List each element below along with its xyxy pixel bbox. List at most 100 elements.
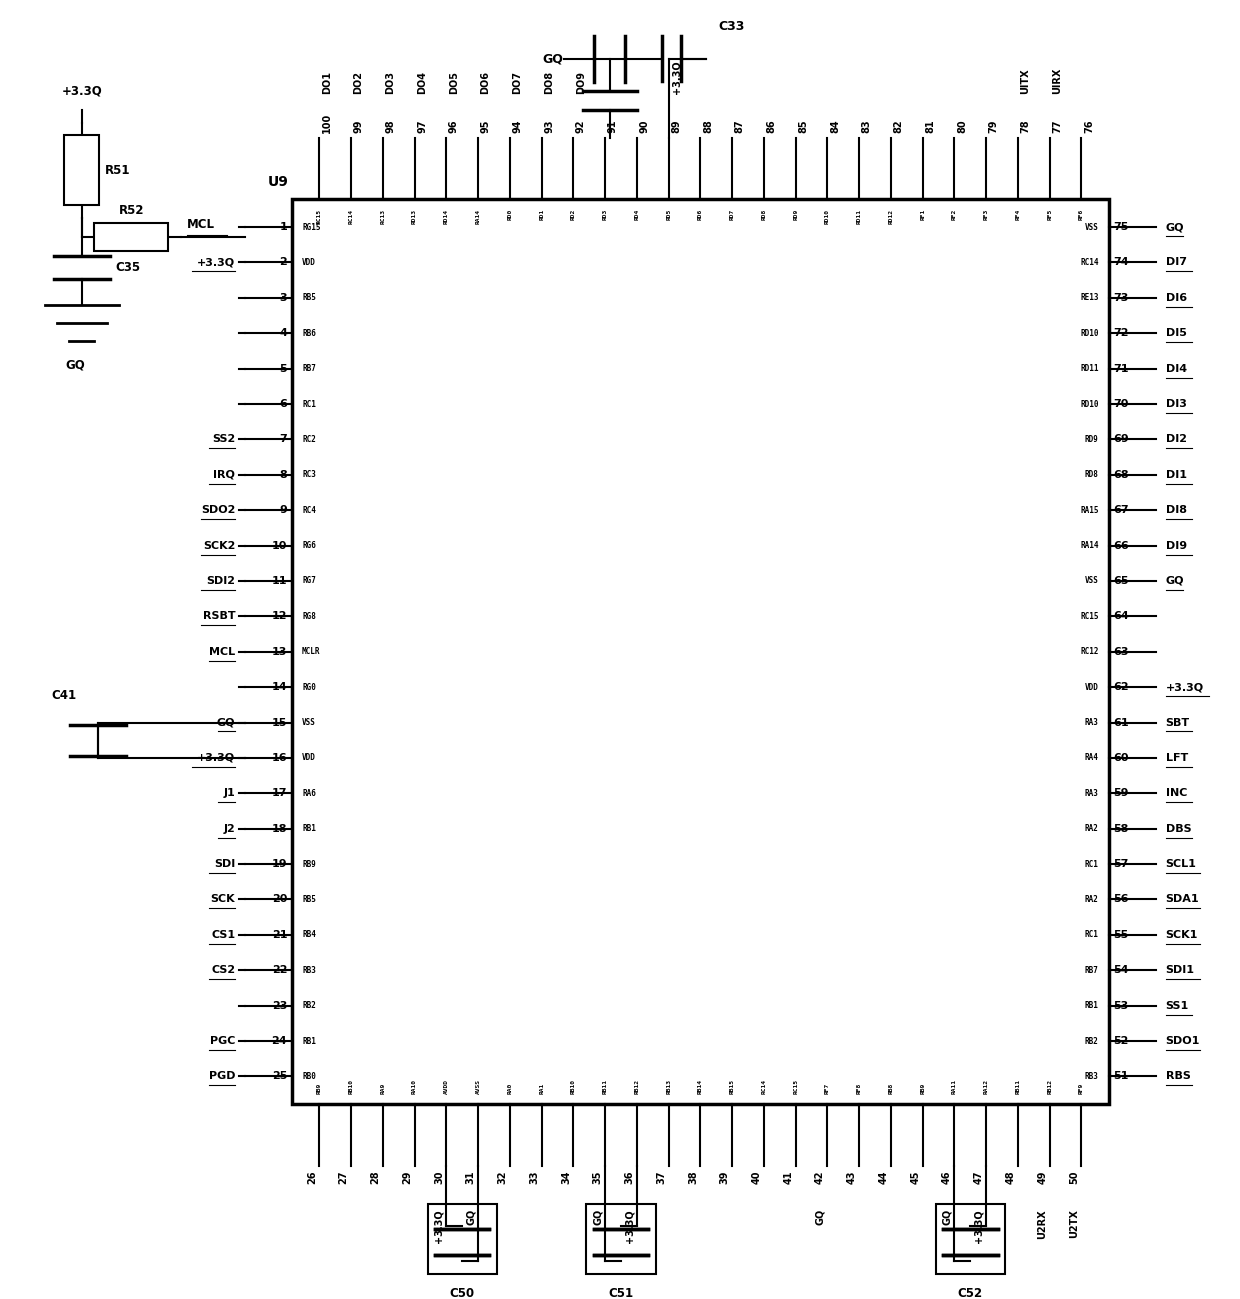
Bar — [94, 223, 169, 251]
Text: 76: 76 — [1084, 120, 1094, 132]
Text: MCLR: MCLR — [303, 647, 320, 656]
Text: RC1: RC1 — [1085, 930, 1099, 939]
Text: 25: 25 — [272, 1072, 288, 1081]
Text: 54: 54 — [1114, 965, 1130, 976]
Text: 18: 18 — [272, 824, 288, 834]
Text: 41: 41 — [784, 1170, 794, 1185]
Text: 33: 33 — [529, 1170, 539, 1185]
Text: RB11: RB11 — [603, 1079, 608, 1094]
Text: U2TX: U2TX — [1069, 1209, 1079, 1238]
Text: RF8: RF8 — [857, 1083, 862, 1094]
Text: 80: 80 — [957, 120, 967, 132]
Text: RB2: RB2 — [1085, 1037, 1099, 1046]
Text: 98: 98 — [386, 120, 396, 132]
Text: RC15: RC15 — [317, 209, 322, 225]
Text: RD9: RD9 — [794, 209, 799, 221]
Text: GQ: GQ — [543, 52, 563, 65]
Text: 6: 6 — [279, 399, 288, 409]
Text: GQ: GQ — [593, 1209, 603, 1225]
Text: 19: 19 — [272, 859, 288, 869]
Text: 89: 89 — [671, 120, 681, 132]
Text: RA14: RA14 — [476, 209, 481, 225]
Text: VDD: VDD — [1085, 683, 1099, 691]
Text: +3.3Q: +3.3Q — [197, 753, 236, 763]
Text: C33: C33 — [718, 21, 744, 34]
Text: RD13: RD13 — [412, 209, 417, 225]
Text: RD12: RD12 — [888, 209, 894, 225]
Text: 90: 90 — [640, 120, 650, 132]
Text: RA0: RA0 — [507, 1083, 512, 1094]
Text: 58: 58 — [1114, 824, 1130, 834]
Text: 10: 10 — [272, 540, 288, 551]
Text: RC14: RC14 — [761, 1079, 766, 1094]
Text: RC1: RC1 — [1085, 860, 1099, 869]
Text: PGC: PGC — [210, 1037, 236, 1046]
Text: SBT: SBT — [1166, 717, 1189, 727]
Text: RA2: RA2 — [1085, 895, 1099, 904]
Text: RB7: RB7 — [303, 364, 316, 373]
Text: RF9: RF9 — [1079, 1083, 1084, 1094]
Bar — [587, 1204, 656, 1274]
Text: 24: 24 — [272, 1037, 288, 1046]
Text: 44: 44 — [878, 1170, 889, 1185]
Text: RB10: RB10 — [348, 1079, 353, 1094]
Text: RA14: RA14 — [1080, 542, 1099, 549]
Text: RD11: RD11 — [1080, 364, 1099, 373]
Text: RB1: RB1 — [1085, 1002, 1099, 1011]
Text: 92: 92 — [575, 120, 585, 132]
Text: 55: 55 — [1114, 930, 1128, 940]
Text: RA3: RA3 — [1085, 718, 1099, 727]
Text: AVSS: AVSS — [476, 1079, 481, 1094]
Text: 35: 35 — [593, 1170, 603, 1185]
Text: RF4: RF4 — [1016, 209, 1021, 221]
Text: SCK2: SCK2 — [203, 540, 236, 551]
Text: R52: R52 — [119, 204, 144, 217]
Text: RB12: RB12 — [635, 1079, 640, 1094]
Text: 99: 99 — [353, 120, 363, 132]
Text: RC4: RC4 — [303, 505, 316, 514]
Text: 3: 3 — [279, 292, 288, 303]
Text: 17: 17 — [272, 788, 288, 799]
Text: DI7: DI7 — [1166, 257, 1187, 268]
Text: SS2: SS2 — [212, 434, 236, 444]
Text: RD14: RD14 — [444, 209, 449, 225]
Text: GQ: GQ — [217, 717, 236, 727]
Text: RD7: RD7 — [729, 209, 734, 221]
Text: 49: 49 — [1037, 1170, 1048, 1185]
Text: DO6: DO6 — [481, 71, 491, 95]
Text: 59: 59 — [1114, 788, 1130, 799]
Text: 67: 67 — [1114, 505, 1130, 516]
Text: RB1: RB1 — [303, 824, 316, 833]
Text: MCL: MCL — [187, 218, 215, 231]
Text: 65: 65 — [1114, 575, 1130, 586]
Text: DI6: DI6 — [1166, 292, 1187, 303]
Text: 45: 45 — [910, 1170, 920, 1185]
Text: SS1: SS1 — [1166, 1000, 1189, 1011]
Text: RG7: RG7 — [303, 577, 316, 586]
Text: GQ: GQ — [1166, 575, 1184, 586]
Text: RF1: RF1 — [920, 209, 925, 221]
Text: U2RX: U2RX — [1037, 1209, 1048, 1239]
Text: 5: 5 — [279, 364, 288, 374]
Bar — [428, 1204, 497, 1274]
Text: 48: 48 — [1006, 1170, 1016, 1185]
Text: RF2: RF2 — [952, 209, 957, 221]
Text: GQ: GQ — [466, 1209, 476, 1225]
Text: RC3: RC3 — [303, 470, 316, 479]
Text: 34: 34 — [560, 1170, 570, 1185]
Text: 40: 40 — [751, 1170, 761, 1185]
Text: VSS: VSS — [1085, 222, 1099, 231]
Text: RC12: RC12 — [1080, 647, 1099, 656]
Text: RA3: RA3 — [1085, 788, 1099, 798]
Text: 51: 51 — [1114, 1072, 1130, 1081]
Text: 97: 97 — [417, 120, 427, 132]
Text: RB5: RB5 — [303, 294, 316, 303]
Text: 75: 75 — [1114, 222, 1130, 233]
Text: UIRX: UIRX — [1053, 68, 1063, 95]
Text: SDI: SDI — [215, 859, 236, 869]
Text: DO7: DO7 — [512, 71, 522, 95]
Text: RF6: RF6 — [1079, 209, 1084, 221]
Text: 8: 8 — [279, 470, 288, 479]
Text: RA9: RA9 — [381, 1083, 386, 1094]
Text: RB3: RB3 — [1085, 1072, 1099, 1081]
